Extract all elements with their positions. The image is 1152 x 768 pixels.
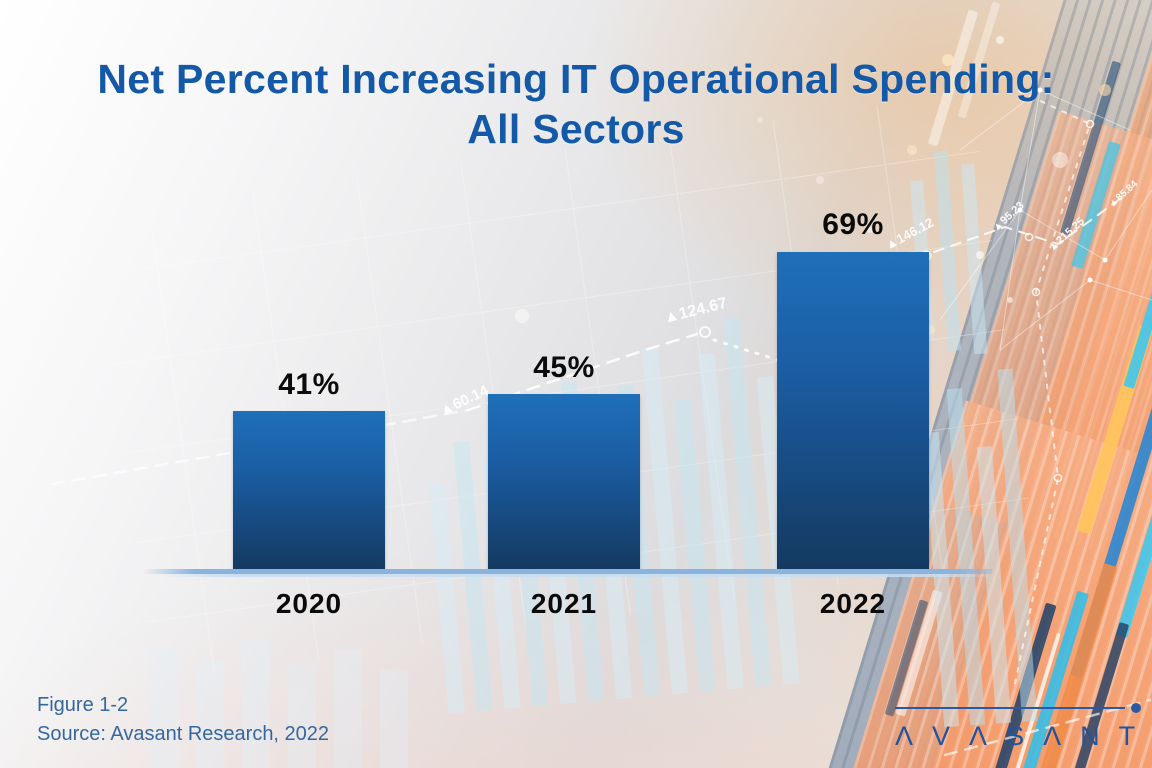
avasant-logo: ΛVΛSΛNT (893, 698, 1145, 760)
logo-dot (1131, 703, 1141, 713)
x-axis-line-highlight (158, 574, 994, 577)
value-label-2020: 41% (278, 368, 340, 401)
chart-title-line1: Net Percent Increasing IT Operational Sp… (97, 56, 1055, 102)
bar-2020 (233, 411, 385, 572)
background-annotation: ▲85.84 (1107, 178, 1141, 210)
logo-rule-line (895, 707, 1125, 709)
mesh-lines (939, 87, 1152, 351)
value-label-2021: 45% (533, 351, 595, 384)
background-annotation: ▲60.14 (437, 382, 492, 420)
x-axis-line (143, 569, 992, 574)
x-axis-label-2022: 2022 (819, 588, 887, 619)
x-axis-label-2021: 2021 (530, 588, 598, 619)
avasant-wordmark: ΛVΛSΛNT (895, 721, 1152, 751)
bar-cluster-bottom-left (150, 640, 408, 768)
figure-label: Figure 1-2 (37, 694, 129, 716)
bokeh-dots (515, 36, 1111, 335)
background-annotation: ▲215.25 (1046, 216, 1087, 255)
bar-2021 (488, 394, 640, 572)
chart-title: Net Percent Increasing IT Operational Sp… (0, 54, 1152, 154)
x-axis-label-2020: 2020 (275, 588, 343, 619)
bar-2022 (777, 252, 929, 572)
value-label-2022: 69% (822, 208, 884, 241)
trend-line (50, 85, 1152, 757)
figure-caption: Figure 1-2 Source: Avasant Research, 202… (37, 691, 329, 749)
source-line: Source: Avasant Research, 2022 (37, 723, 330, 745)
chart-title-line2: All Sectors (467, 106, 685, 152)
